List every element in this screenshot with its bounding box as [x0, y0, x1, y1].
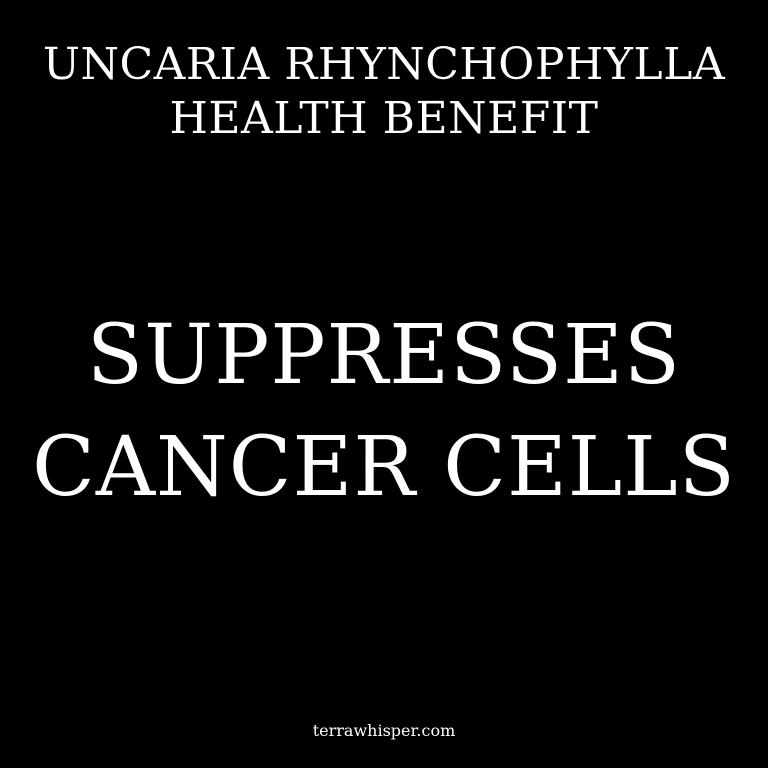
title-line-subtitle: HEALTH BENEFIT — [169, 93, 599, 144]
title-line-plant-name: UNCARIA RHYNCHOPHYLLA — [42, 39, 726, 90]
site-watermark: terrawhisper.com — [312, 721, 456, 740]
benefit-headline: SUPPRESSES CANCER CELLS — [0, 300, 768, 524]
headline-line-2: CANCER CELLS — [32, 420, 736, 515]
title-block: UNCARIA RHYNCHOPHYLLA HEALTH BENEFIT — [0, 38, 768, 146]
headline-line-1: SUPPRESSES — [86, 308, 682, 403]
